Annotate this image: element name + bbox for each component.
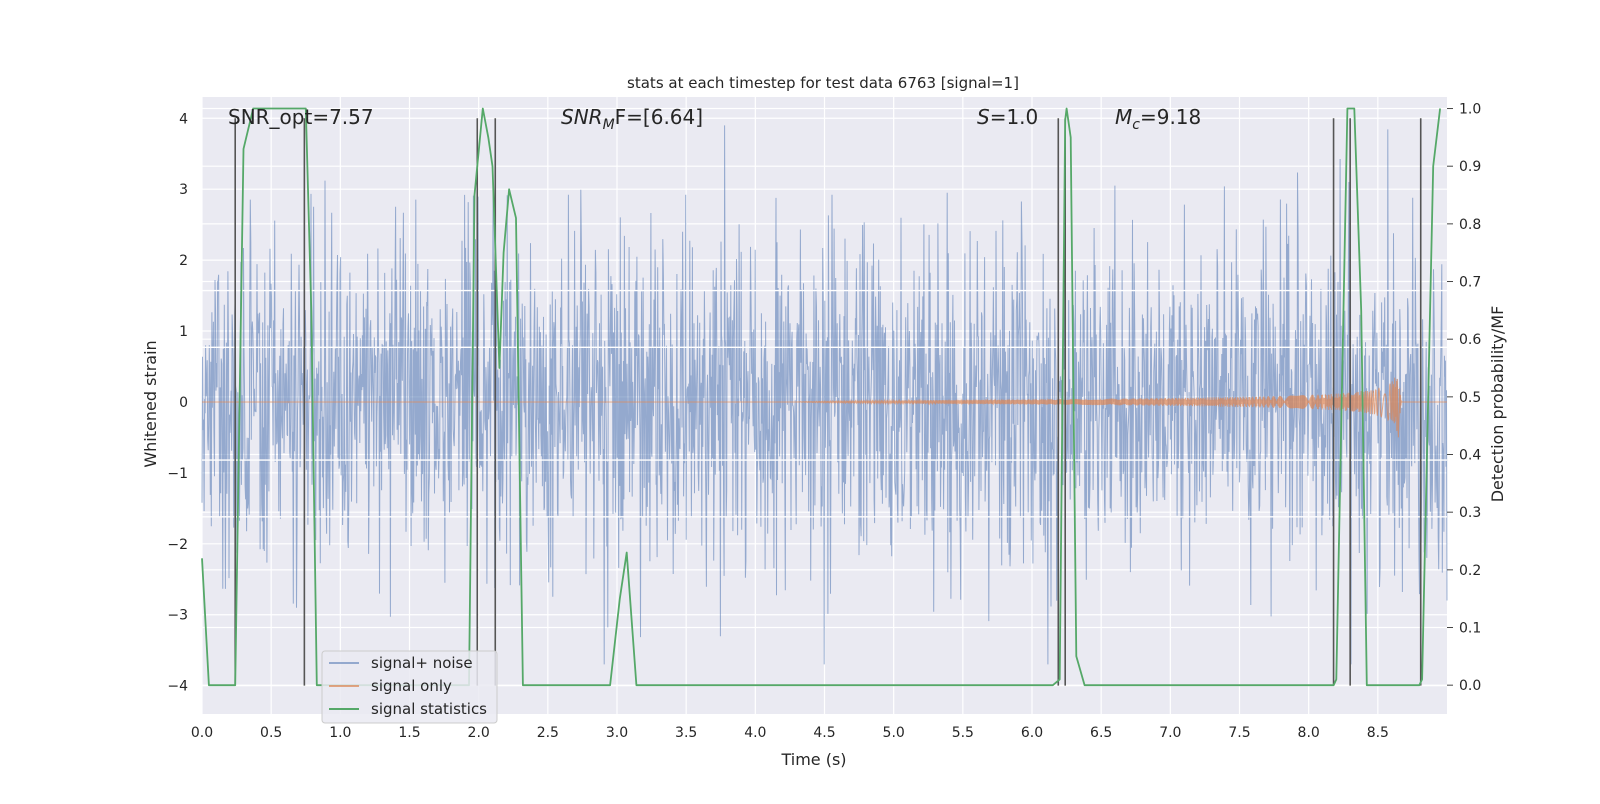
- x-tick-label: 1.0: [329, 725, 351, 741]
- x-tick-label: 6.0: [1021, 725, 1043, 741]
- signal-only-series: [202, 377, 1447, 438]
- x-tick-label: 6.5: [1090, 725, 1112, 741]
- y-right-tick-label: 0.5: [1459, 390, 1481, 406]
- x-tick-label: 5.5: [952, 725, 974, 741]
- x-axis-ticks: 0.0 0.5 1.0 1.5 2.0 2.5 3.0 3.5 4.0 4.5 5.0 5.5 6.0 6…: [191, 725, 1389, 741]
- annotation-mc-sub: c: [1132, 117, 1140, 133]
- annotation-snr-mf-label: SNR: [561, 105, 603, 129]
- x-tick-label: 3.5: [675, 725, 697, 741]
- y-left-tick-label: −2: [167, 537, 188, 553]
- annotation-mc-value: =9.18: [1140, 105, 1201, 129]
- y-right-tick-label: 0.2: [1459, 563, 1481, 579]
- y-right-axis-label: Detection probability/MF: [1488, 306, 1507, 503]
- x-tick-label: 2.0: [468, 725, 490, 741]
- y-right-tick-label: 0.7: [1459, 275, 1481, 291]
- legend-box: [321, 650, 498, 724]
- x-tick-label: 1.5: [398, 725, 420, 741]
- signal-statistics-series: [201, 107, 1441, 687]
- chart-title: stats at each timestep for test data 676…: [627, 74, 1019, 92]
- y-left-tick-label: −4: [167, 679, 188, 695]
- legend-label-signal-noise: signal+ noise: [371, 654, 473, 672]
- x-tick-label: 2.5: [537, 725, 559, 741]
- y-right-tick-label: 0.0: [1459, 678, 1481, 694]
- y-right-tick-label: 0.4: [1459, 448, 1481, 464]
- legend-label-signal-only: signal only: [371, 677, 452, 695]
- annotation-mc: Mc=9.18: [1115, 105, 1201, 133]
- annotation-s-label: S: [977, 105, 990, 129]
- y-right-tick-label: 0.1: [1459, 621, 1481, 637]
- y-left-tick-label: −1: [167, 466, 188, 482]
- x-tick-label: 0.5: [260, 725, 282, 741]
- annotation-mc-label: M: [1115, 105, 1132, 129]
- x-tick-label: 5.0: [883, 725, 905, 741]
- x-tick-label: 0.0: [191, 725, 213, 741]
- y-left-tick-label: 1: [179, 324, 188, 340]
- annotation-snr-mf-sub: M: [603, 117, 615, 133]
- x-axis-label: Time (s): [780, 750, 846, 769]
- y-left-tick-label: 3: [179, 182, 188, 198]
- x-tick-label: 7.0: [1159, 725, 1181, 741]
- y-right-tick-label: 1.0: [1459, 102, 1481, 118]
- y-left-axis-label: Whitened strain: [141, 340, 160, 467]
- y-right-axis-ticks: 0.0 0.1 0.2 0.3 0.4 0.5 0.6 0.7 0.8 0.9 1.0: [1447, 102, 1481, 694]
- annotation-s: S=1.0: [977, 105, 1038, 129]
- x-tick-label: 3.0: [606, 725, 628, 741]
- annotation-snr-opt: SNR_opt=7.57: [228, 105, 374, 129]
- y-left-axis-ticks: −4 −3 −2 −1 0 1 2 3 4: [167, 111, 188, 694]
- signal-noise-series: [201, 125, 1448, 665]
- y-left-tick-label: 0: [179, 395, 188, 411]
- signal-only-line: [202, 377, 1447, 438]
- signal-statistics-line: [201, 107, 1441, 687]
- y-right-tick-label: 0.8: [1459, 217, 1481, 233]
- y-right-tick-label: 0.6: [1459, 332, 1481, 348]
- y-right-tick-label: 0.9: [1459, 159, 1481, 175]
- y-right-tick-label: 0.3: [1459, 505, 1481, 521]
- x-tick-label: 4.5: [813, 725, 835, 741]
- signal-noise-line: [201, 125, 1448, 665]
- event-markers: [234, 118, 1422, 686]
- annotation-s-value: =1.0: [990, 105, 1039, 129]
- y-left-tick-label: 2: [179, 253, 188, 269]
- annotation-snr-mf-tail: F=[6.64]: [615, 105, 703, 129]
- annotation-snr-mf: SNRMF=[6.64]: [561, 105, 703, 133]
- x-tick-label: 7.5: [1228, 725, 1250, 741]
- x-tick-label: 8.0: [1298, 725, 1320, 741]
- y-left-tick-label: 4: [179, 111, 188, 127]
- y-left-tick-label: −3: [167, 608, 188, 624]
- x-tick-label: 8.5: [1367, 725, 1389, 741]
- legend-label-signal-statistics: signal statistics: [371, 700, 487, 718]
- legend: signal+ noise signal only signal statist…: [321, 650, 498, 724]
- threshold-lines: [202, 289, 1447, 518]
- x-tick-label: 4.0: [744, 725, 766, 741]
